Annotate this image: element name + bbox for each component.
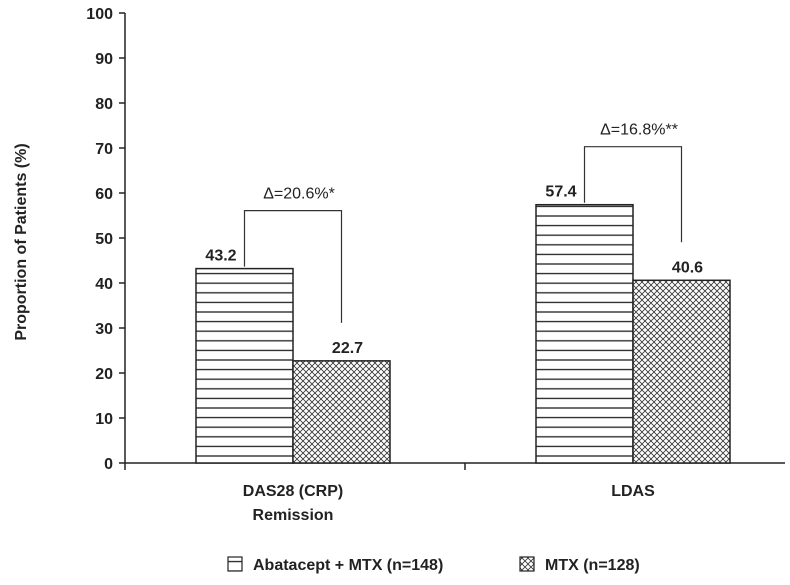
y-tick-label: 100 xyxy=(86,6,113,23)
y-tick-label: 0 xyxy=(104,456,113,473)
bar-abatacept-mtx xyxy=(195,267,294,464)
x-tick-label: DAS28 (CRP) xyxy=(243,483,343,500)
data-label: 22.7 xyxy=(332,340,363,357)
y-tick-label: 60 xyxy=(95,186,113,203)
delta-annotation: Δ=16.8%** xyxy=(600,122,678,139)
significance-bracket xyxy=(583,146,683,243)
data-label: 57.4 xyxy=(545,184,576,201)
data-label: 40.6 xyxy=(672,259,703,276)
y-tick-label: 50 xyxy=(95,231,113,248)
data-label: 43.2 xyxy=(205,248,236,265)
legend-swatch-mtx xyxy=(519,556,535,572)
x-tick-label: LDAS xyxy=(611,483,655,500)
y-tick-label: 10 xyxy=(95,411,113,428)
significance-bracket xyxy=(243,210,343,323)
legend-swatch-abatacept-mtx xyxy=(227,556,243,572)
bar-mtx xyxy=(632,279,731,464)
bar-mtx xyxy=(292,360,391,464)
y-tick-label: 90 xyxy=(95,51,113,68)
y-tick-label: 30 xyxy=(95,321,113,338)
bar-abatacept-mtx xyxy=(535,203,634,464)
legend-label: Abatacept + MTX (n=148) xyxy=(253,557,443,574)
y-axis-title: Proportion of Patients (%) xyxy=(13,143,30,340)
y-tick-label: 70 xyxy=(95,141,113,158)
y-tick-label: 80 xyxy=(95,96,113,113)
legend-label: MTX (n=128) xyxy=(545,557,640,574)
delta-annotation: Δ=20.6%* xyxy=(263,186,335,203)
x-tick-label: Remission xyxy=(253,507,334,524)
y-tick-label: 20 xyxy=(95,366,113,383)
y-tick-label: 40 xyxy=(95,276,113,293)
